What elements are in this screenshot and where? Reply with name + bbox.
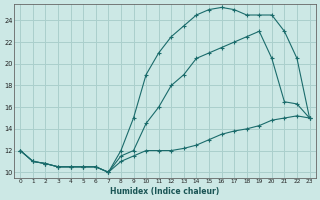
- X-axis label: Humidex (Indice chaleur): Humidex (Indice chaleur): [110, 187, 220, 196]
